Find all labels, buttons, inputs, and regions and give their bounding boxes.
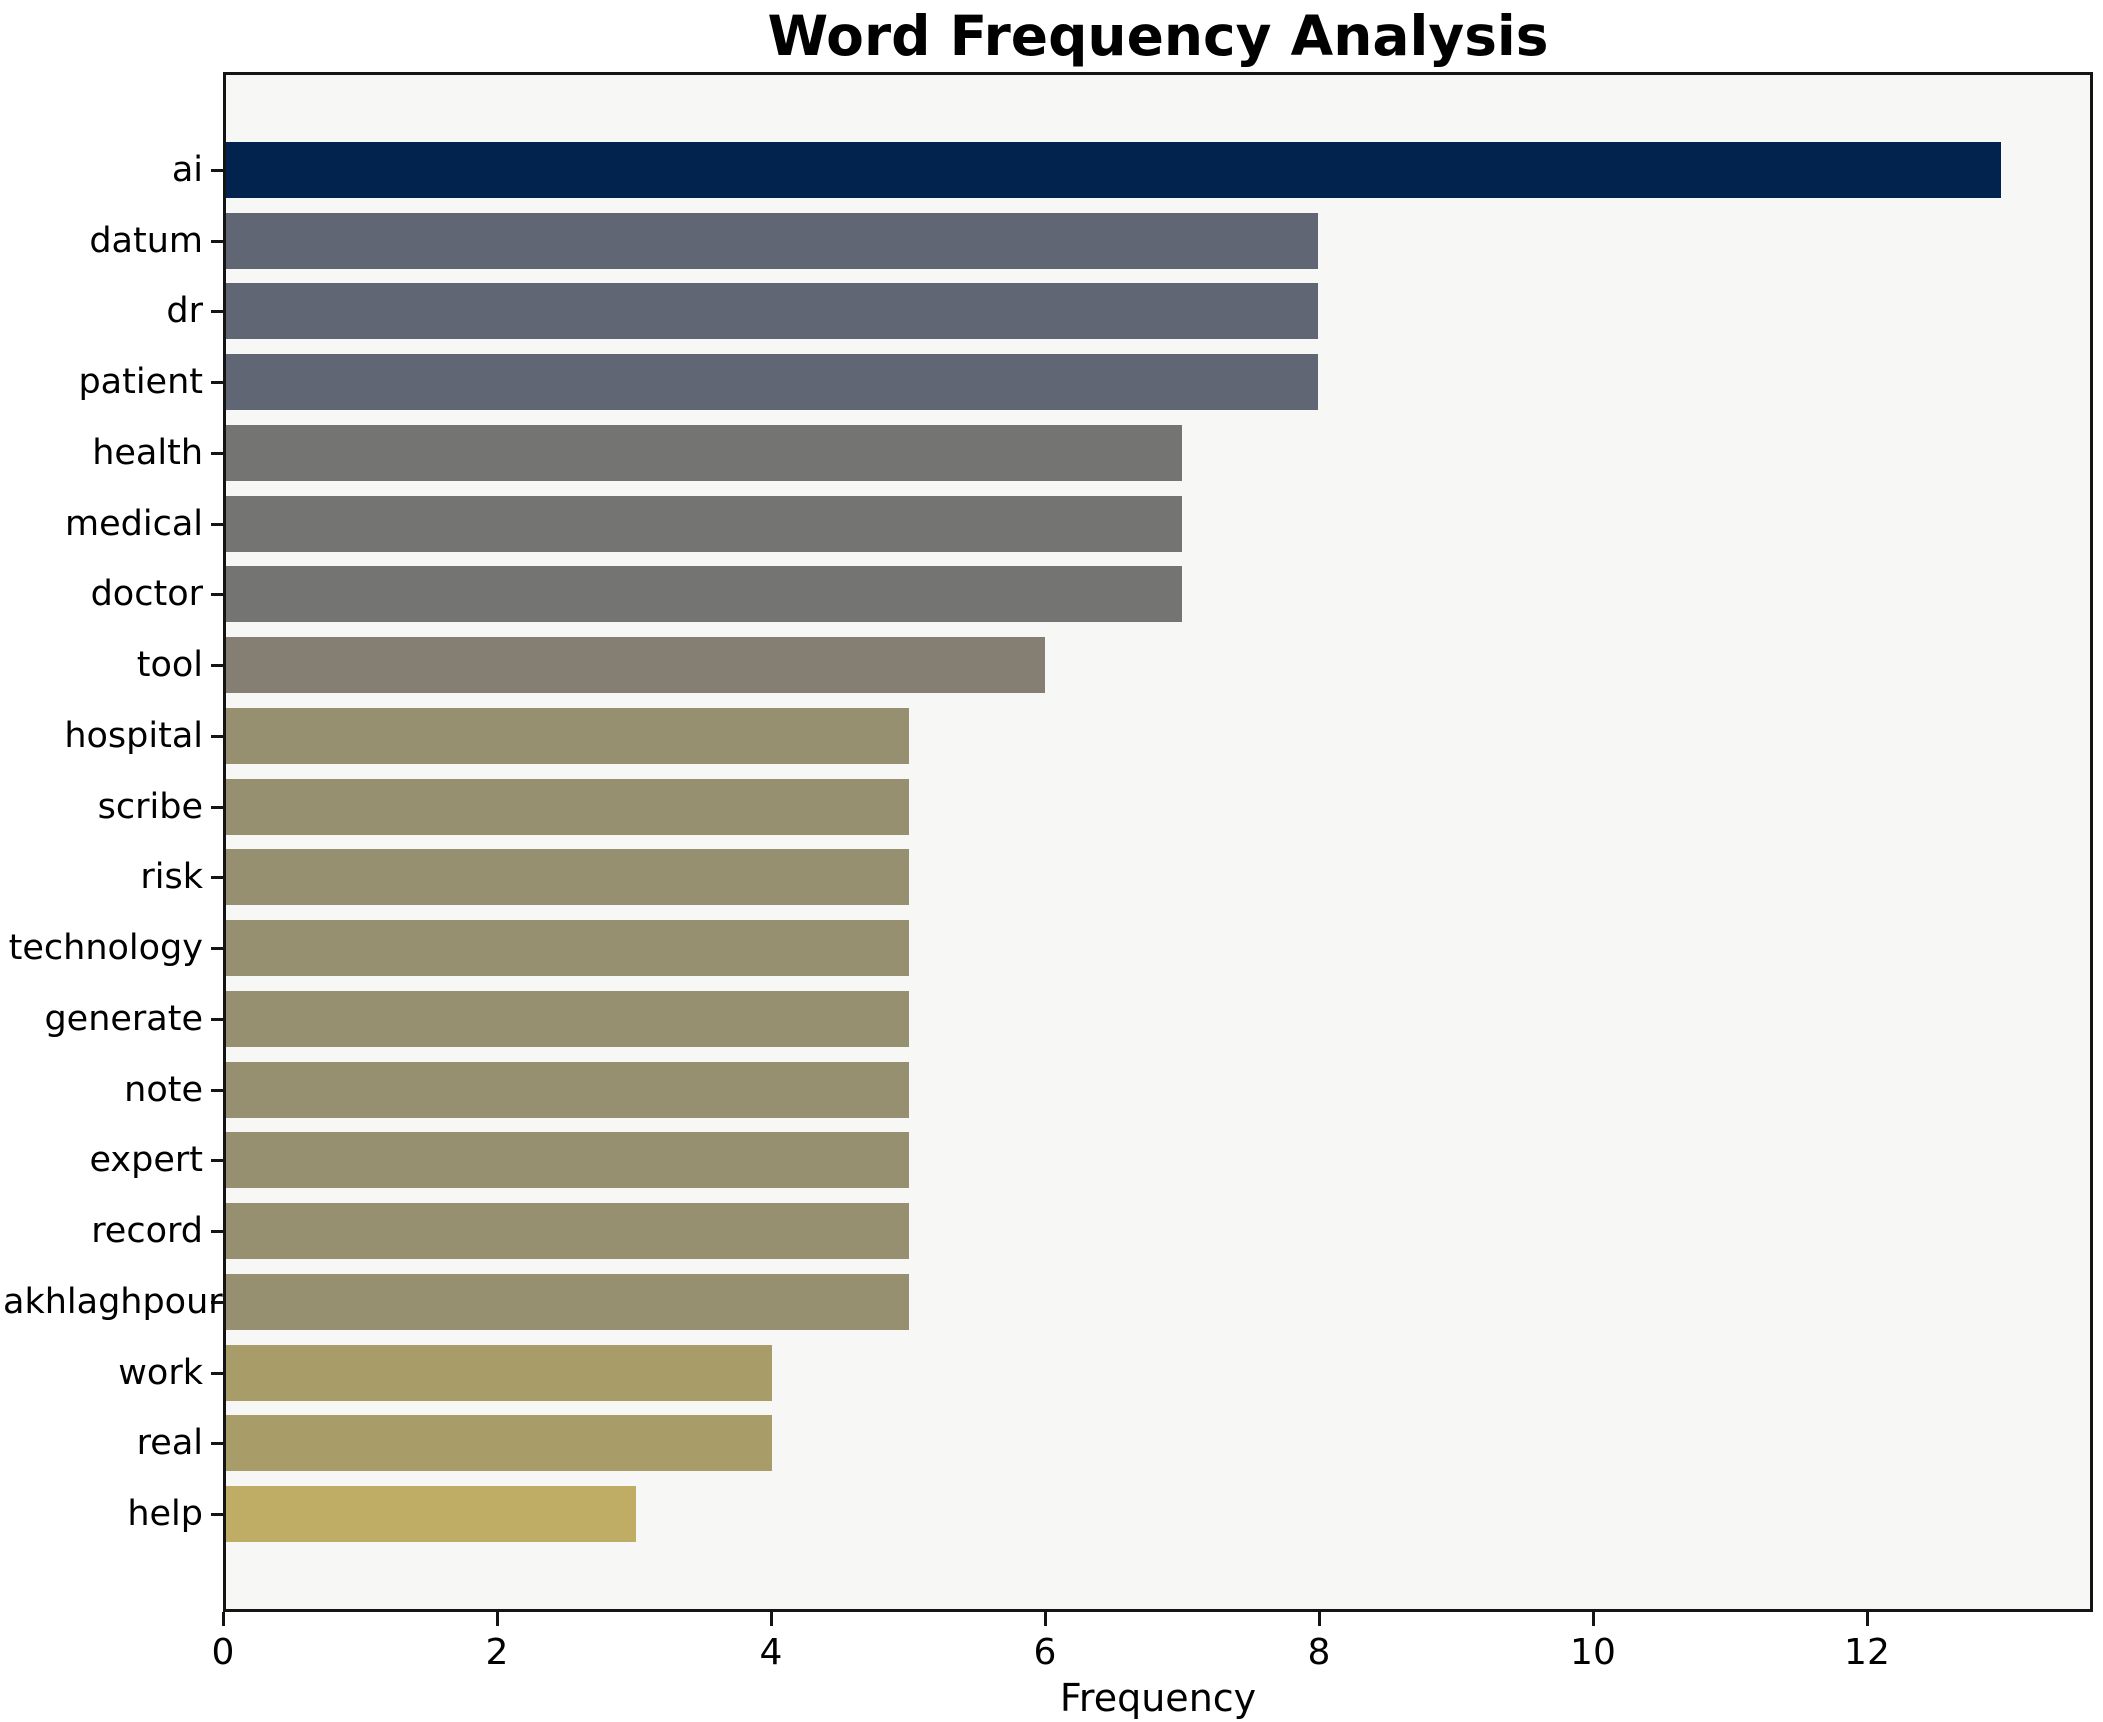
x-axis-label: Frequency — [1059, 1676, 1257, 1720]
y-tick-label-akhlaghpour: akhlaghpour — [3, 1281, 223, 1322]
y-tick-label-work: work — [118, 1352, 203, 1393]
y-tick-mark — [211, 1159, 223, 1163]
plot-area — [223, 72, 2093, 1612]
y-tick-label-record: record — [91, 1211, 203, 1252]
bar-hospital — [226, 707, 909, 764]
bar-technology — [226, 920, 909, 977]
x-tick-mark — [1043, 1612, 1047, 1626]
x-tick-label-8: 8 — [1307, 1632, 1331, 1673]
y-tick-label-help: help — [127, 1494, 203, 1534]
y-tick-mark — [211, 310, 223, 314]
y-tick-label-scribe: scribe — [97, 786, 203, 827]
bar-real — [226, 1415, 773, 1472]
bar-risk — [226, 849, 909, 906]
bar-doctor — [226, 566, 1182, 623]
y-tick-mark — [211, 1088, 223, 1092]
y-tick-mark — [211, 381, 223, 385]
bar-record — [226, 1203, 909, 1260]
y-tick-label-doctor: doctor — [90, 574, 203, 615]
x-tick-label-0: 0 — [211, 1632, 235, 1673]
y-tick-mark — [211, 593, 223, 597]
y-tick-mark — [211, 1371, 223, 1375]
y-tick-label-dr: dr — [166, 291, 203, 332]
y-tick-label-tool: tool — [136, 645, 203, 686]
y-tick-label-medical: medical — [65, 503, 203, 544]
x-tick-label-2: 2 — [485, 1632, 509, 1673]
bar-generate — [226, 990, 909, 1047]
x-tick-label-12: 12 — [1844, 1632, 1890, 1673]
y-tick-mark — [211, 1230, 223, 1234]
y-tick-mark — [211, 947, 223, 951]
y-tick-mark — [211, 1442, 223, 1446]
y-tick-label-datum: datum — [89, 220, 203, 261]
y-tick-mark — [211, 876, 223, 880]
y-tick-label-hospital: hospital — [64, 715, 203, 756]
x-tick-mark — [222, 1612, 225, 1626]
bar-dr — [226, 283, 1319, 340]
bar-datum — [226, 212, 1319, 269]
y-tick-mark — [211, 451, 223, 455]
bar-work — [226, 1344, 773, 1401]
y-tick-mark — [211, 664, 223, 668]
bar-medical — [226, 495, 1182, 552]
x-tick-label-6: 6 — [1033, 1632, 1057, 1673]
y-tick-label-health: health — [92, 432, 203, 473]
y-tick-mark — [211, 239, 223, 243]
x-tick-mark — [1317, 1612, 1321, 1626]
x-tick-label-4: 4 — [759, 1632, 783, 1673]
y-tick-mark — [211, 1513, 223, 1516]
y-tick-mark — [211, 1300, 223, 1304]
y-tick-label-real: real — [136, 1423, 203, 1464]
y-tick-label-ai: ai — [171, 150, 203, 190]
y-tick-mark — [211, 522, 223, 526]
y-tick-label-expert: expert — [89, 1140, 204, 1181]
bar-expert — [226, 1132, 909, 1189]
y-tick-mark — [211, 805, 223, 809]
x-tick-label-10: 10 — [1570, 1632, 1616, 1673]
y-tick-label-generate: generate — [44, 998, 203, 1039]
y-tick-label-patient: patient — [78, 362, 203, 403]
y-tick-mark — [211, 734, 223, 738]
x-tick-mark — [1865, 1612, 1869, 1626]
y-tick-label-technology: technology — [8, 928, 203, 969]
bar-ai — [226, 142, 2002, 198]
y-tick-label-risk: risk — [140, 857, 203, 898]
bar-help — [226, 1486, 636, 1542]
x-tick-mark — [1591, 1612, 1595, 1626]
y-tick-label-note: note — [124, 1069, 203, 1110]
x-tick-mark — [769, 1612, 773, 1626]
bar-health — [226, 424, 1182, 481]
bar-akhlaghpour — [226, 1273, 909, 1330]
y-tick-mark — [211, 169, 223, 172]
bar-scribe — [226, 778, 909, 835]
bar-patient — [226, 354, 1319, 411]
y-tick-mark — [211, 1017, 223, 1021]
x-tick-mark — [495, 1612, 499, 1626]
bar-note — [226, 1061, 909, 1118]
chart-title: Word Frequency Analysis — [767, 4, 1549, 68]
bar-tool — [226, 637, 1046, 694]
